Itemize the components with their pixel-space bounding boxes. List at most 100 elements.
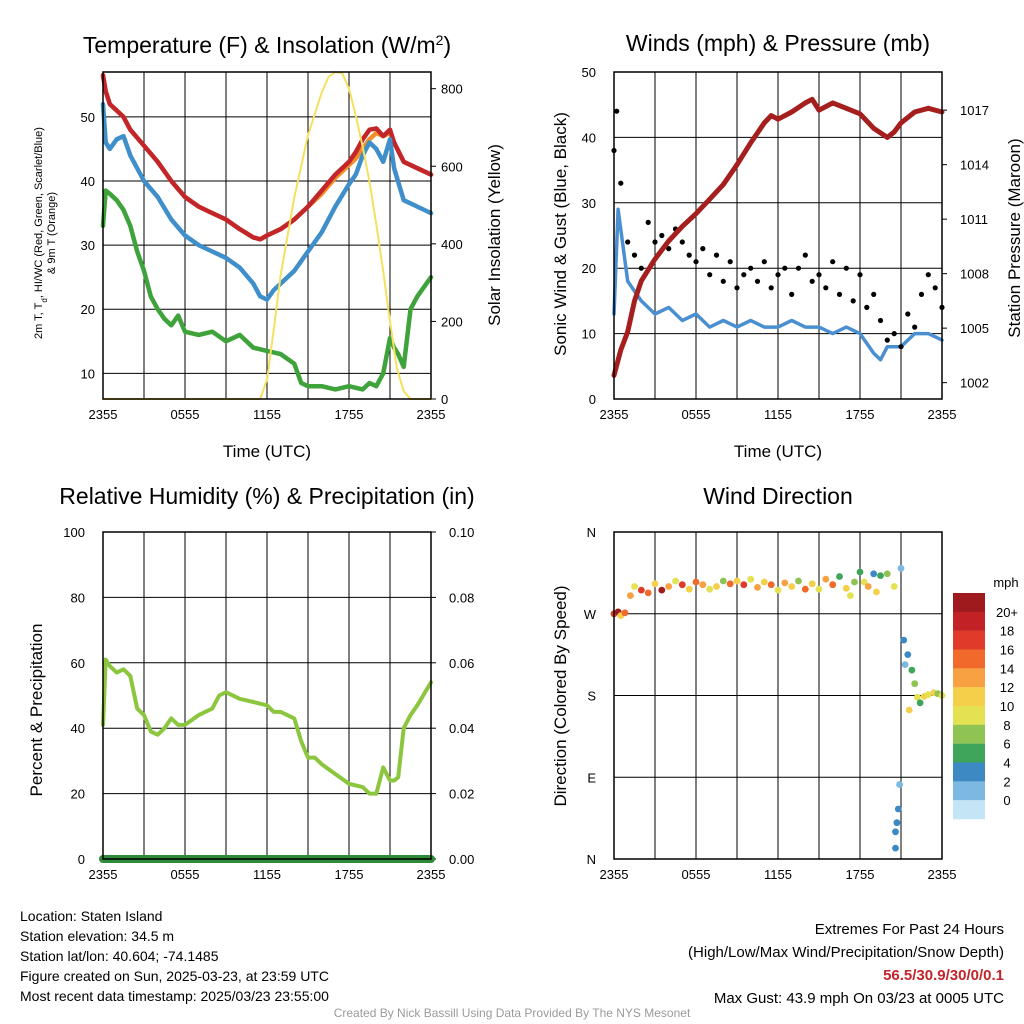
winds-xlabel: Time (UTC) [734, 442, 822, 461]
colorbar-label: 20+ [996, 605, 1018, 620]
wind-direction-point [924, 691, 932, 698]
wind-direction-point [851, 578, 858, 586]
wind-direction-point [795, 577, 802, 585]
colorbar-label: 0 [1003, 793, 1010, 808]
wind-gust-point [679, 239, 685, 245]
temperature-right-tick-label: 200 [441, 314, 463, 329]
colorbar-swatch [953, 611, 985, 631]
wind-direction-point [678, 581, 686, 589]
station-location: Location: Staten Island [20, 908, 163, 924]
temperature-y-tick-label: 30 [81, 238, 95, 253]
wind-gust-point [659, 232, 665, 239]
humidity-y-tick-label: 20 [71, 787, 85, 802]
wind-direction-point [781, 579, 789, 587]
wind-gust-point [912, 324, 918, 330]
wind-direction-point [754, 584, 761, 591]
extremes-legend: (High/Low/Max Wind/Precipitation/Snow De… [688, 944, 1004, 961]
winds-plot-area: 2355 0555 1155 1755 2355 0 10 20 30 40 50 1002 1005 1… [582, 65, 989, 422]
wind-direction-point [658, 586, 666, 594]
winds-frame [613, 71, 943, 400]
wind-gust-point [850, 298, 856, 304]
temperature-frame [102, 71, 432, 400]
wind-gust-point [727, 259, 733, 265]
winds-ylabel-right: Station Pressure (Maroon) [1005, 138, 1024, 337]
wind-gust-point [905, 311, 911, 317]
colorbar-label: 8 [1003, 718, 1010, 733]
wind-direction-point [699, 581, 707, 589]
wind-direction-x-tick-label: 0555 [682, 867, 711, 882]
wind-direction-point [672, 577, 679, 585]
wind-gust-point [789, 291, 795, 297]
wind-gust-point [830, 259, 836, 265]
wind-direction-point [894, 805, 902, 813]
wind-gust-point [686, 252, 692, 258]
extremes-info: Extremes For Past 24 Hours (High/Low/Max… [688, 918, 1004, 1010]
wind-direction-x-tick-label: 2355 [928, 867, 957, 882]
wind-direction-y-tick-label: S [587, 689, 596, 704]
colorbar-label: 4 [1003, 756, 1010, 771]
winds-right-tick-label: 1014 [960, 158, 989, 173]
wind-direction-point [706, 585, 714, 593]
temperature-right-tick-label: 0 [441, 392, 448, 407]
temperature-x-tick-label: 1155 [253, 407, 281, 422]
colorbar-label: 2 [1003, 774, 1010, 789]
colorbar-label: 6 [1003, 737, 1010, 752]
winds-x-tick-label: 1755 [846, 407, 875, 422]
colorbar-swatch [953, 668, 985, 688]
temperature-y-tick-label: 10 [81, 366, 95, 381]
wind-gust-point [816, 272, 822, 278]
colorbar-label: 14 [1000, 661, 1014, 676]
wind-direction-point [651, 580, 659, 588]
wind-direction-ylabel: Direction (Colored By Speed) [551, 585, 570, 806]
humidity-x-tick-label: 1755 [335, 867, 364, 882]
wind-gust-point [652, 239, 658, 245]
winds-ylabel-left: Sonic Wind & Gust (Blue, Black) [551, 112, 570, 356]
relative-humidity-series [101, 657, 433, 796]
wind-gust-point [734, 285, 740, 291]
wind-direction-point [726, 580, 734, 588]
wind-gust-point [693, 259, 699, 265]
wind-direction-point [890, 583, 898, 590]
wind-direction-point [892, 828, 899, 836]
wind-gust-point [631, 252, 638, 258]
wind-gust-point [645, 219, 651, 225]
wind-direction-point [896, 781, 903, 788]
wind-direction-x-tick-label: 2355 [600, 867, 629, 882]
temperature-title: Temperature (F) & Insolation (W/m2) [83, 32, 451, 58]
winds-title: Winds (mph) & Pressure (mb) [626, 30, 930, 56]
wind-direction-point [908, 666, 916, 674]
wind-gust-point [857, 272, 863, 278]
temperature-ylabel-line2: & 9m T (Orange) [46, 192, 58, 274]
colorbar: 20+ 18 16 14 12 10 8 6 4 2 0 [953, 593, 1018, 820]
wind-gust-point [768, 285, 774, 291]
wind-direction-point [897, 564, 905, 572]
wind-gust-point [884, 337, 890, 343]
temperature-x-tick-label: 0555 [171, 407, 200, 422]
colorbar-label: 12 [1000, 680, 1014, 695]
humidity-frame [102, 531, 432, 860]
colorbar-swatch [953, 743, 985, 763]
precip-right-tick-label: 0.02 [449, 787, 474, 802]
station-elevation: Station elevation: 34.5 m [20, 928, 175, 944]
wind-direction-point [665, 583, 673, 590]
precip-right-tick-label: 0.06 [449, 656, 474, 671]
wind-direction-y-tick-label: N [587, 852, 596, 867]
wind-direction-point [829, 581, 837, 589]
humidity-x-tick-label: 1155 [253, 867, 281, 882]
sonic-wind-series [612, 207, 944, 362]
winds-y-tick-label: 40 [582, 130, 596, 145]
wind-gust-point [707, 272, 713, 278]
wind-direction-title: Wind Direction [703, 483, 853, 509]
wind-gust-point [898, 344, 904, 350]
wind-direction-x-tick-label: 1755 [846, 867, 875, 882]
wind-gust-point [809, 278, 815, 284]
wind-direction-point [801, 585, 809, 593]
recent-timestamp: Most recent data timestamp: 2025/03/23 2… [20, 988, 329, 1004]
wind-direction-point [864, 583, 872, 590]
wind-direction-point [631, 583, 638, 590]
colorbar-swatch [953, 630, 985, 650]
wind-direction-point [904, 651, 912, 658]
station-latlon: Station lat/lon: 40.604; -74.1485 [20, 948, 219, 964]
precip-right-tick-label: 0.08 [449, 590, 474, 605]
